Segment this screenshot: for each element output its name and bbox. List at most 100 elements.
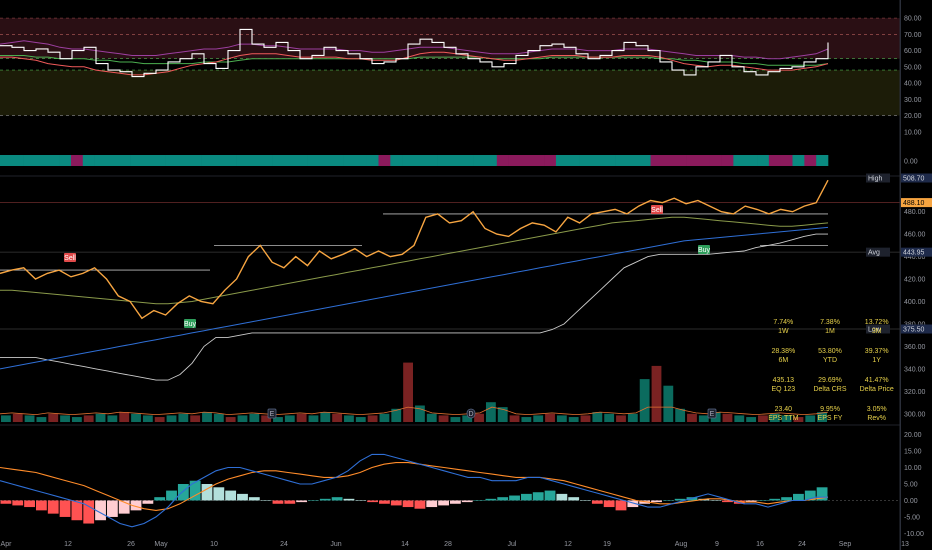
trend-band-segment [721, 155, 734, 166]
trend-band-segment [555, 155, 569, 166]
trend-band-segment [626, 155, 640, 166]
macd-histogram-bar [438, 500, 449, 506]
trend-band-segment [366, 155, 379, 166]
buy-signal[interactable]: Buy [698, 245, 711, 254]
price-axis-tick: 420.00 [904, 277, 926, 284]
price-axis-tick: 460.00 [904, 232, 926, 239]
volume-bar [379, 413, 390, 422]
volume-bar [509, 415, 520, 422]
macd-histogram-bar [331, 497, 343, 501]
macd-histogram-bar [367, 500, 379, 503]
rsi-axis-tick: 70.00 [904, 32, 922, 39]
time-axis-label: 16 [756, 541, 764, 548]
volume-bar [604, 413, 615, 422]
trend-band-segment [130, 155, 143, 166]
earnings-marker: E [707, 408, 717, 419]
volume-bar [213, 413, 224, 422]
stats-row: 23.40 EPS TTM 9.95% EPS FY 3.05% Rev% [760, 405, 900, 423]
time-axis-label: Sep [839, 541, 852, 548]
high-price-tag-value: 508.70 [903, 176, 925, 183]
trend-band-segment [567, 155, 580, 166]
volume-bar [521, 417, 532, 422]
macd-histogram-bar [142, 500, 154, 504]
signal-markers[interactable]: Sell Buy Sell Buy [64, 205, 711, 328]
volume-bar [592, 412, 603, 422]
volume-bar [580, 415, 591, 422]
trend-band-segment [709, 155, 722, 166]
time-axis-label: 26 [127, 541, 135, 548]
trend-band-segment [283, 155, 297, 166]
volume-bar [426, 413, 437, 422]
trend-band-segment [11, 155, 24, 166]
macd-histogram-bar [556, 493, 568, 501]
rsi-axis-tick: 20.00 [904, 113, 922, 120]
volume-bar [817, 412, 827, 422]
trend-band-segment [59, 155, 72, 166]
trend-band-segment [212, 155, 226, 166]
time-axis-label: 13 [901, 541, 909, 548]
volume-bar [533, 415, 544, 422]
trend-band-segment [615, 155, 628, 166]
buy-signal[interactable]: Buy [184, 319, 197, 328]
high-price-tag-value-bg [901, 173, 932, 183]
stats-cell: 435.13 EQ 123 [760, 376, 807, 394]
volume-bar [284, 415, 295, 422]
macd-histogram-bar [343, 498, 355, 501]
sell-signal[interactable]: Sell [651, 205, 663, 214]
rsi-green-ma-line [0, 55, 829, 66]
current-price-tag-value: 488.10 [903, 200, 925, 207]
stats-label: EPS FY [817, 415, 843, 422]
stats-label: 3M [871, 328, 882, 335]
price-panel [0, 179, 900, 381]
stats-row: 28.38% 6M 53.80% YTD 39.37% 1Y [760, 347, 900, 365]
trend-band-segment [141, 155, 155, 166]
macd-histogram-bar [722, 500, 733, 503]
trend-band-segment [165, 155, 178, 166]
stats-cell: 3.05% Rev% [853, 405, 900, 423]
volume-bar [107, 415, 118, 422]
long-ma-line [0, 226, 829, 370]
volume-bar [793, 417, 804, 422]
trend-band-segment [35, 155, 48, 166]
trend-band-segment [804, 155, 817, 166]
rsi-overbought-zone [0, 18, 900, 59]
stats-row: 435.13 EQ 123 29.69% Delta CRS 41.47% Delta P… [760, 376, 900, 394]
stats-cell: 7.38% 1M [807, 318, 854, 336]
trend-band-segment [603, 155, 616, 166]
marker-box [466, 408, 476, 419]
stats-value: 13.72% [864, 319, 889, 326]
volume-bar [154, 417, 165, 422]
macd-panel [0, 453, 900, 528]
signal-text: Sell [651, 207, 663, 214]
macd-histogram-bar [804, 490, 816, 501]
marker-box [707, 408, 717, 419]
macd-histogram-bar [272, 500, 284, 504]
macd-histogram-bar [414, 500, 426, 509]
macd-histogram-bar [83, 500, 95, 524]
stats-label: Delta Price [859, 386, 894, 393]
sell-signal[interactable]: Sell [64, 253, 76, 262]
macd-line [0, 453, 828, 528]
time-axis-label: 24 [798, 541, 806, 548]
right-axis-bg [900, 0, 932, 550]
volume-bar [687, 413, 697, 422]
trend-band-segment [414, 155, 427, 166]
trend-band-segment [768, 155, 781, 166]
macd-histogram-bar [213, 487, 225, 501]
macd-histogram-bar [248, 497, 260, 501]
earnings-marker: E [267, 408, 277, 419]
macd-histogram-bar [757, 500, 769, 501]
macd-histogram-bar [296, 500, 308, 503]
right-axis-strip[interactable] [900, 0, 932, 550]
stats-row: 7.74% 1W 7.38% 1M 13.72% 3M [760, 318, 900, 336]
volume-bar [60, 415, 70, 422]
rsi-red-ma-line [0, 51, 829, 76]
price-axis-tick: 440.00 [904, 254, 926, 261]
stats-value: 9.95% [820, 406, 840, 413]
time-axis-label: May [154, 541, 168, 548]
price-line [0, 179, 829, 320]
volume-bar [545, 413, 555, 422]
stats-label: Rev% [867, 415, 887, 422]
macd-histogram-bar [189, 480, 201, 501]
